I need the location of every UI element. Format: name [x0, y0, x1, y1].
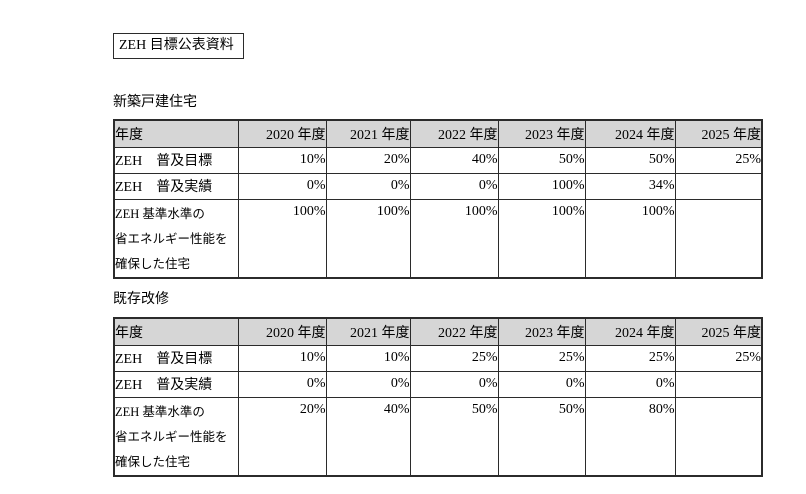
- title-box: ZEH 目標公表資料: [113, 33, 244, 59]
- value-cell: 50%: [584, 146, 676, 174]
- value-cell: 34%: [584, 172, 676, 200]
- value-cell: 25%: [674, 344, 763, 372]
- column-header-2022: 2022 年度: [409, 119, 499, 148]
- column-header-2024: 2024 年度: [584, 119, 676, 148]
- value-cell: 0%: [237, 172, 327, 200]
- value-cell: 20%: [237, 396, 327, 476]
- column-header-2023: 2023 年度: [497, 317, 586, 346]
- column-header-2021: 2021 年度: [325, 317, 411, 346]
- document-title: ZEH 目標公表資料: [119, 38, 234, 53]
- value-cell: 100%: [409, 198, 499, 278]
- value-cell: 100%: [325, 198, 411, 278]
- value-cell: 100%: [237, 198, 327, 278]
- row-label-line: 省エネルギー性能を: [115, 429, 228, 444]
- row-label: ZEH 普及目標: [113, 344, 239, 372]
- table-row-target: ZEH 普及目標 10% 20% 40% 50% 50% 25%: [113, 146, 763, 174]
- value-cell: 100%: [497, 172, 586, 200]
- table-row-actual: ZEH 普及実績 0% 0% 0% 0% 0%: [113, 370, 763, 398]
- value-cell: 50%: [409, 396, 499, 476]
- value-cell: 0%: [497, 370, 586, 398]
- row-label-line: ZEH 基準水準の: [115, 404, 205, 419]
- value-cell: 80%: [584, 396, 676, 476]
- value-cell: 0%: [325, 172, 411, 200]
- table-row-actual: ZEH 普及実績 0% 0% 0% 100% 34%: [113, 172, 763, 200]
- value-cell: 10%: [325, 344, 411, 372]
- row-label-line: 確保した住宅: [115, 256, 191, 271]
- row-label: ZEH 普及実績: [113, 172, 239, 200]
- value-cell: 0%: [584, 370, 676, 398]
- column-header-2024: 2024 年度: [584, 317, 676, 346]
- column-header-2020: 2020 年度: [237, 119, 327, 148]
- row-label-line: 省エネルギー性能を: [115, 231, 228, 246]
- row-label-line: ZEH 基準水準の: [115, 206, 205, 221]
- column-header-2020: 2020 年度: [237, 317, 327, 346]
- value-cell: 0%: [409, 172, 499, 200]
- row-label-line: 確保した住宅: [115, 454, 191, 469]
- row-label: ZEH 基準水準の 省エネルギー性能を 確保した住宅: [113, 198, 239, 278]
- row-label: ZEH 普及実績: [113, 370, 239, 398]
- table-row-target: ZEH 普及目標 10% 10% 25% 25% 25% 25%: [113, 344, 763, 372]
- column-header-2025: 2025 年度: [674, 119, 763, 148]
- value-cell: 50%: [497, 396, 586, 476]
- table-new-detached-housing: 年度 2020 年度 2021 年度 2022 年度 2023 年度 2024 …: [113, 119, 763, 279]
- column-header-year: 年度: [113, 317, 239, 346]
- value-cell: 40%: [409, 146, 499, 174]
- column-header-2023: 2023 年度: [497, 119, 586, 148]
- row-label: ZEH 基準水準の 省エネルギー性能を 確保した住宅: [113, 396, 239, 476]
- value-cell: 40%: [325, 396, 411, 476]
- value-cell: 10%: [237, 344, 327, 372]
- value-cell: 20%: [325, 146, 411, 174]
- column-header-year: 年度: [113, 119, 239, 148]
- value-cell: 25%: [409, 344, 499, 372]
- column-header-2025: 2025 年度: [674, 317, 763, 346]
- section-heading-new-detached-housing: 新築戸建住宅: [113, 95, 197, 110]
- table-row-zeh-standard: ZEH 基準水準の 省エネルギー性能を 確保した住宅 100% 100% 100…: [113, 198, 763, 278]
- section-heading-existing-renovation: 既存改修: [113, 292, 169, 307]
- value-cell: [674, 198, 763, 278]
- value-cell: 0%: [237, 370, 327, 398]
- value-cell: 25%: [584, 344, 676, 372]
- value-cell: [674, 172, 763, 200]
- table-row-zeh-standard: ZEH 基準水準の 省エネルギー性能を 確保した住宅 20% 40% 50% 5…: [113, 396, 763, 476]
- column-header-2021: 2021 年度: [325, 119, 411, 148]
- value-cell: 25%: [674, 146, 763, 174]
- value-cell: 100%: [497, 198, 586, 278]
- row-label: ZEH 普及目標: [113, 146, 239, 174]
- value-cell: [674, 370, 763, 398]
- value-cell: 0%: [325, 370, 411, 398]
- column-header-2022: 2022 年度: [409, 317, 499, 346]
- table-existing-renovation: 年度 2020 年度 2021 年度 2022 年度 2023 年度 2024 …: [113, 317, 763, 477]
- value-cell: 25%: [497, 344, 586, 372]
- value-cell: 100%: [584, 198, 676, 278]
- header-row: 年度 2020 年度 2021 年度 2022 年度 2023 年度 2024 …: [113, 317, 763, 346]
- value-cell: 0%: [409, 370, 499, 398]
- header-row: 年度 2020 年度 2021 年度 2022 年度 2023 年度 2024 …: [113, 119, 763, 148]
- value-cell: 50%: [497, 146, 586, 174]
- value-cell: 10%: [237, 146, 327, 174]
- value-cell: [674, 396, 763, 476]
